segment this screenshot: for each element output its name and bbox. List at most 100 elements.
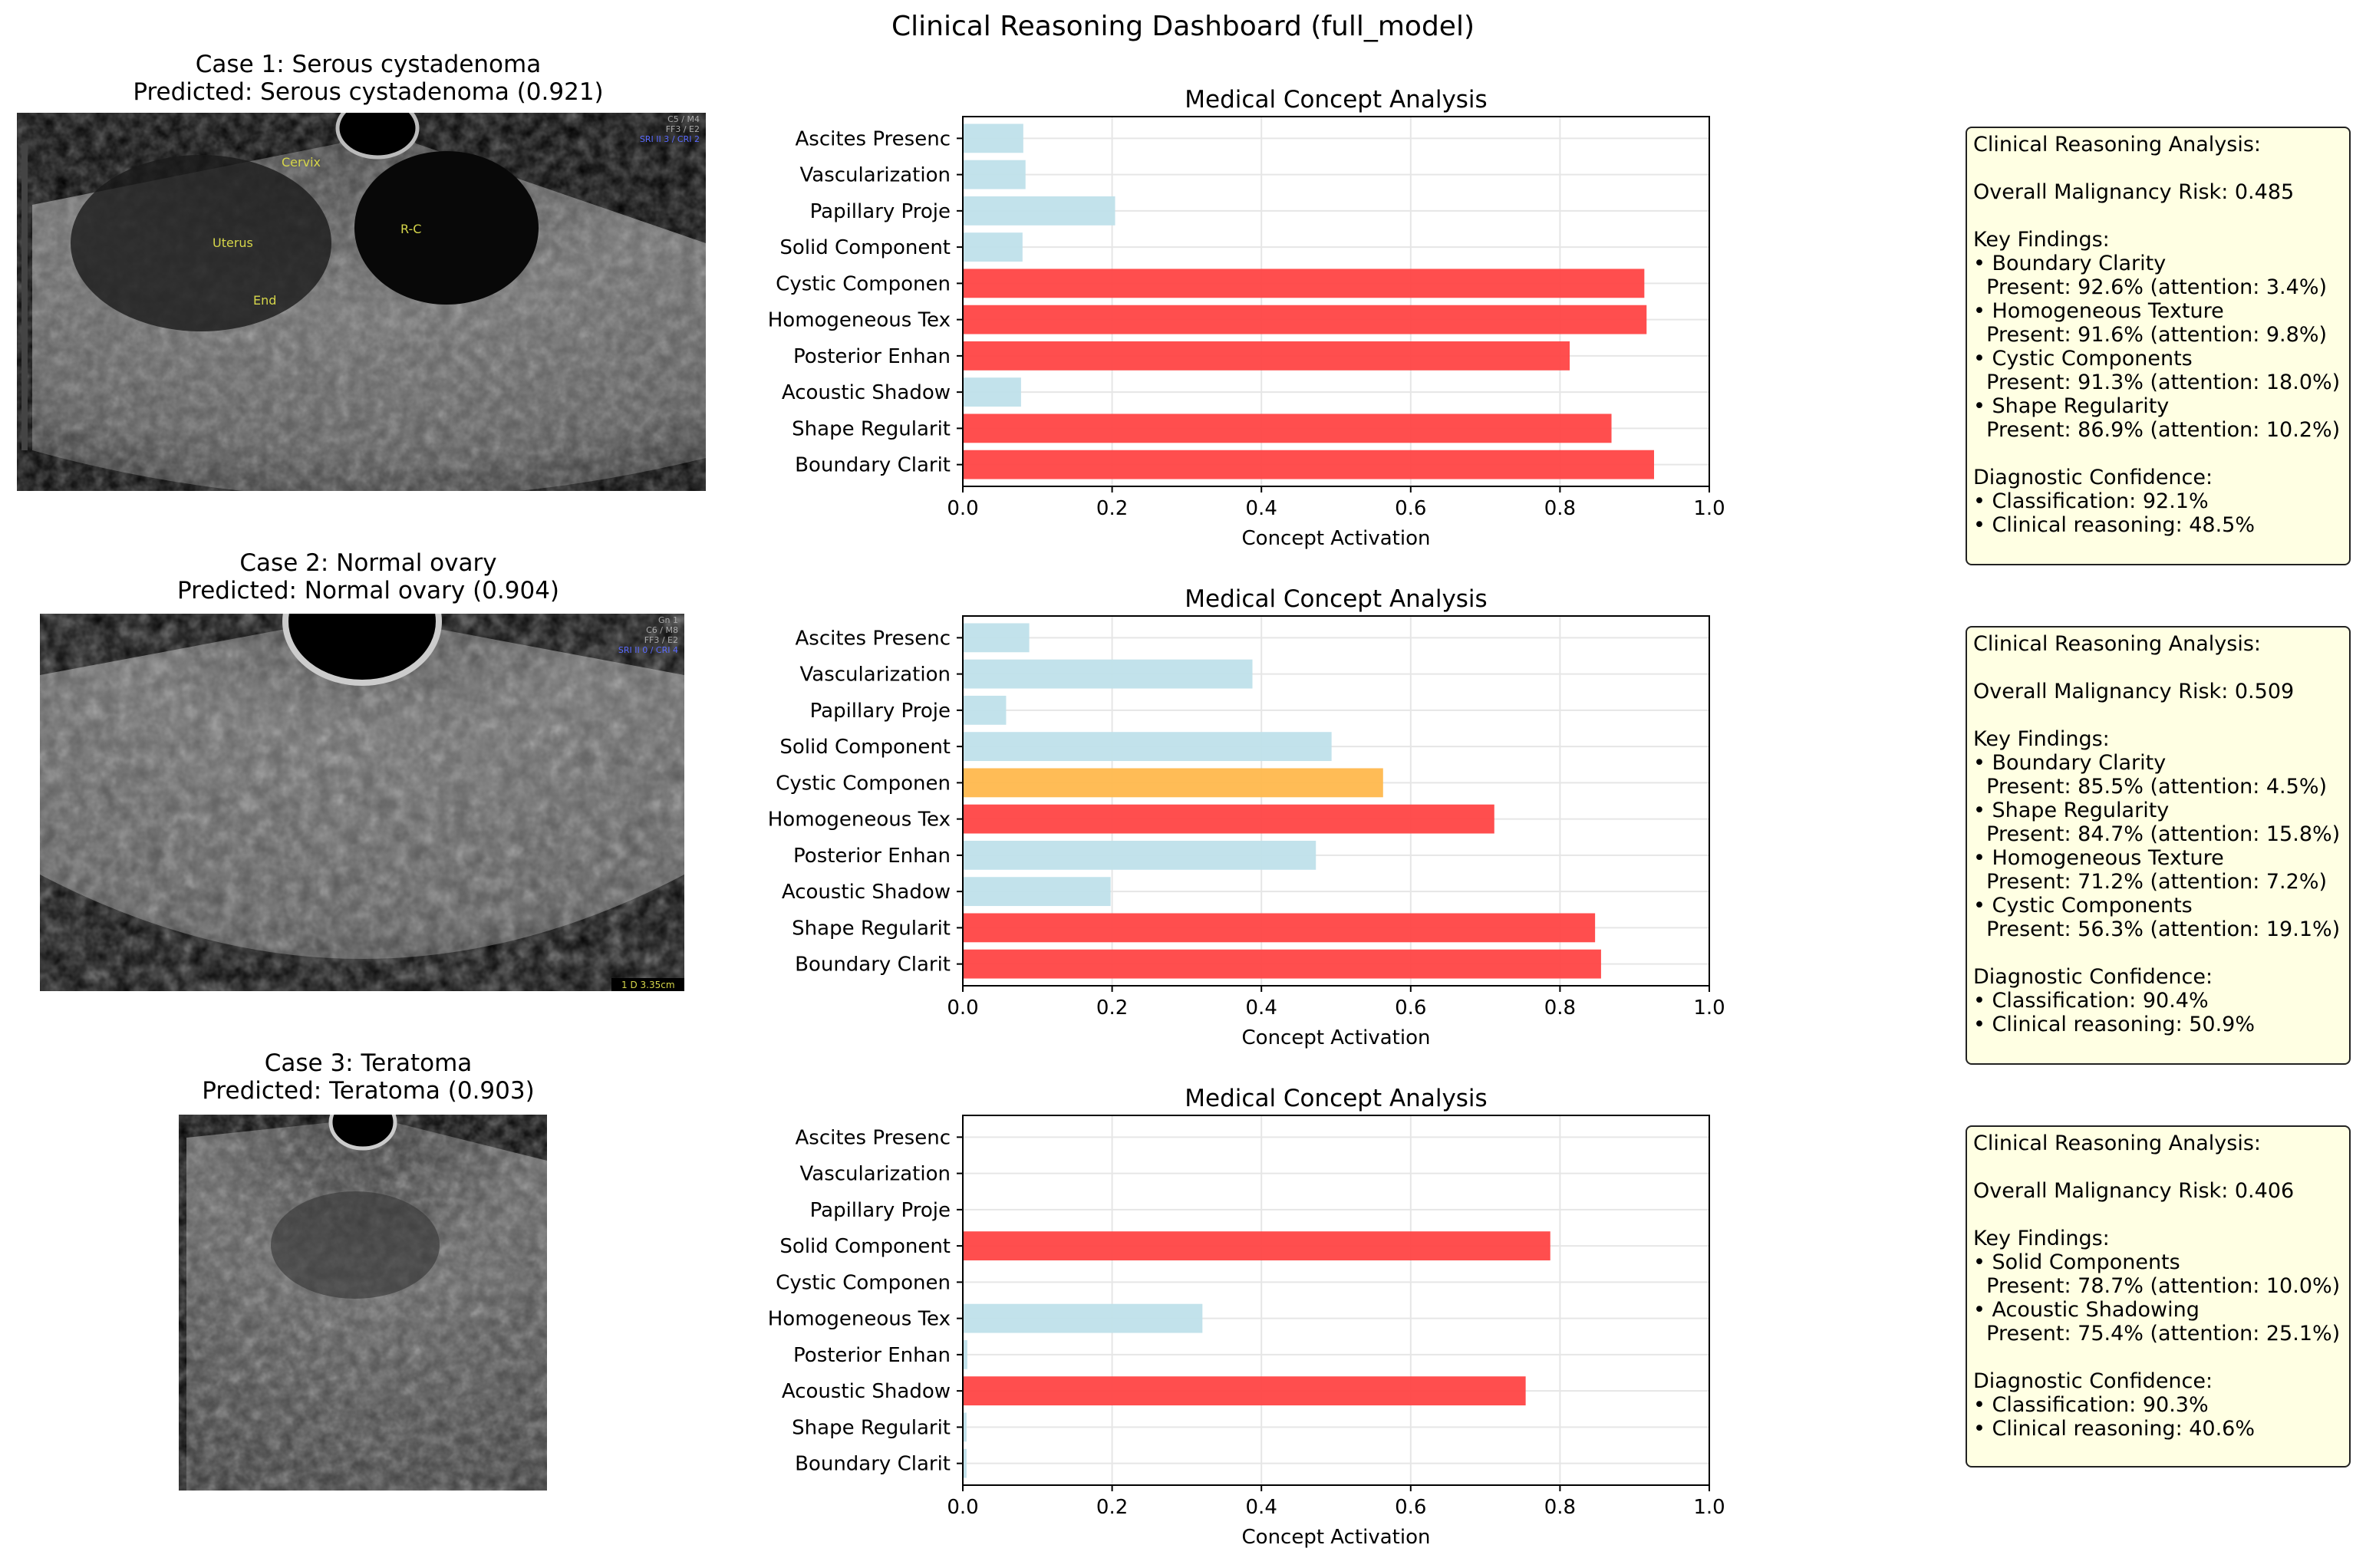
y-tick-label: Vascularization <box>800 1163 951 1186</box>
reasoning-line: • Shape Regularity <box>1973 799 2170 822</box>
y-tick-label: Homogeneous Tex <box>768 309 951 332</box>
reasoning-line: Diagnostic Confidence: <box>1973 965 2213 989</box>
scan-label-uterus: Uterus <box>213 236 253 250</box>
scan-info-c6: C6 / M8 <box>646 625 678 635</box>
reasoning-line: • Homogeneous Texture <box>1973 299 2224 323</box>
reasoning-line: Present: 71.2% (attention: 7.2%) <box>1973 870 2328 894</box>
y-tick-label: Shape Regularit <box>792 1416 951 1439</box>
concept-bar <box>963 1231 1550 1261</box>
y-tick-label: Vascularization <box>800 164 951 187</box>
y-tick-label: Papillary Proje <box>810 1199 951 1222</box>
x-tick-label: 0.2 <box>1096 497 1128 520</box>
concept-bar <box>963 450 1654 479</box>
case-3-reasoning-box: Clinical Reasoning Analysis: Overall Mali… <box>1966 1125 2351 1468</box>
x-tick-label: 0.4 <box>1246 996 1277 1020</box>
reasoning-line: Diagnostic Confidence: <box>1973 466 2213 489</box>
chart-title: Medical Concept Analysis <box>1185 86 1487 114</box>
reasoning-line: Present: 78.7% (attention: 10.0%) <box>1973 1274 2341 1298</box>
concept-bar <box>963 804 1494 834</box>
case-2-title-block: Case 2: Normal ovary Predicted: Normal o… <box>31 549 706 604</box>
concept-bar <box>963 413 1612 443</box>
reasoning-line: Key Findings: <box>1973 1227 2110 1250</box>
scan-info-gn: Gn 1 <box>658 615 678 625</box>
chart-frame <box>962 615 1710 987</box>
concept-bar <box>963 949 1601 979</box>
x-tick-label: 1.0 <box>1693 1496 1725 1519</box>
y-tick-label: Cystic Componen <box>776 772 951 795</box>
concept-bar <box>963 1448 967 1478</box>
reasoning-line: • Cystic Components <box>1973 894 2193 917</box>
concept-bar <box>963 341 1570 371</box>
concept-bar <box>963 1412 967 1442</box>
y-tick-label: Cystic Componen <box>776 1271 951 1294</box>
concept-bar <box>963 695 1007 725</box>
y-tick-label: Acoustic Shadow <box>782 381 951 404</box>
concept-bar <box>963 232 1023 262</box>
y-tick-label: Solid Component <box>779 236 951 259</box>
reasoning-line: Present: 86.9% (attention: 10.2%) <box>1973 418 2341 442</box>
y-tick-label: Shape Regularit <box>792 417 951 440</box>
x-tick-label: 1.0 <box>1693 996 1725 1020</box>
case-3-ultrasound-image <box>179 1115 547 1491</box>
x-tick-label: 0.8 <box>1544 1496 1576 1519</box>
x-tick-label: 0.4 <box>1246 1496 1277 1519</box>
scan-info-1: C5 / M4 <box>667 114 700 124</box>
y-tick-label: Vascularization <box>800 664 951 687</box>
x-axis-label: Concept Activation <box>1242 1526 1431 1549</box>
reasoning-line <box>1973 941 2343 965</box>
case-3-predicted: Predicted: Teratoma (0.903) <box>202 1077 535 1105</box>
reasoning-line: Key Findings: <box>1973 228 2110 252</box>
case-1-reasoning-box: Clinical Reasoning Analysis: Overall Mali… <box>1966 127 2351 565</box>
concept-bar <box>963 305 1647 334</box>
reasoning-line: • Clinical reasoning: 50.9% <box>1973 1013 2256 1036</box>
reasoning-line <box>1973 1203 2343 1227</box>
reasoning-line: Clinical Reasoning Analysis: <box>1973 133 2262 156</box>
x-tick-label: 0.6 <box>1395 497 1426 520</box>
reasoning-line <box>1973 156 2343 180</box>
reasoning-line: Overall Malignancy Risk: 0.406 <box>1973 1179 2295 1203</box>
reasoning-line: Overall Malignancy Risk: 0.509 <box>1973 680 2295 703</box>
reasoning-line: • Shape Regularity <box>1973 394 2170 418</box>
scan-info-3: SRI II 3 / CRI 2 <box>640 134 700 144</box>
y-tick-label: Solid Component <box>779 1235 951 1258</box>
reasoning-line: • Clinical reasoning: 40.6% <box>1973 1417 2256 1441</box>
case-2-predicted: Predicted: Normal ovary (0.904) <box>176 577 560 604</box>
x-tick-label: 0.2 <box>1096 996 1128 1020</box>
y-tick-label: Ascites Presenc <box>795 1126 951 1149</box>
reasoning-line <box>1973 204 2343 228</box>
concept-bar <box>963 268 1645 298</box>
x-tick-label: 0.0 <box>947 1496 978 1519</box>
y-tick-label: Posterior Enhan <box>793 845 951 868</box>
y-tick-label: Acoustic Shadow <box>782 1380 951 1403</box>
measure-readout: 1 D 3.35cm <box>621 980 675 990</box>
y-tick-label: Cystic Componen <box>776 272 951 295</box>
scan-info-ff3: FF3 / E2 <box>644 635 678 645</box>
y-tick-label: Boundary Clarit <box>795 1453 951 1476</box>
reasoning-line: Present: 91.6% (attention: 9.8%) <box>1973 323 2328 347</box>
x-tick-label: 0.0 <box>947 497 978 520</box>
dashboard-title: Clinical Reasoning Dashboard (full_model… <box>891 11 1475 42</box>
y-tick-label: Shape Regularit <box>792 917 951 940</box>
y-tick-label: Homogeneous Tex <box>768 1308 951 1331</box>
scan-label-cervix: Cervix <box>282 155 321 170</box>
reasoning-line: Overall Malignancy Risk: 0.485 <box>1973 180 2295 204</box>
y-tick-label: Papillary Proje <box>810 200 951 223</box>
case-2-ultrasound-image: Gn 1 C6 / M8 FF3 / E2 SRI II 0 / CRI 4 1… <box>40 614 684 991</box>
x-tick-label: 0.6 <box>1395 996 1426 1020</box>
reasoning-line <box>1973 442 2343 466</box>
y-tick-label: Homogeneous Tex <box>768 809 951 832</box>
concept-bar <box>963 160 1026 189</box>
reasoning-line: Present: 91.3% (attention: 18.0%) <box>1973 371 2341 394</box>
reasoning-line: • Classification: 90.3% <box>1973 1393 2209 1417</box>
concept-bar <box>963 1303 1203 1333</box>
reasoning-line: • Clinical reasoning: 48.5% <box>1973 513 2256 537</box>
reasoning-line: • Homogeneous Texture <box>1973 846 2224 870</box>
concept-bar <box>963 768 1383 798</box>
y-tick-label: Papillary Proje <box>810 700 951 723</box>
reasoning-line: Present: 84.7% (attention: 15.8%) <box>1973 822 2341 846</box>
reasoning-line <box>1973 656 2343 680</box>
concept-bar <box>963 623 1030 653</box>
chart-title: Medical Concept Analysis <box>1185 585 1487 613</box>
reasoning-line: Clinical Reasoning Analysis: <box>1973 632 2262 656</box>
